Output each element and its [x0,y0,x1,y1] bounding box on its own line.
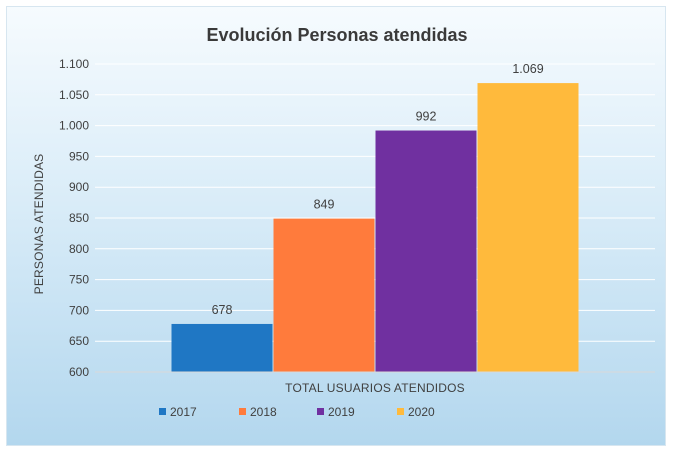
data-labels: 678 849 992 1.069 [212,62,544,317]
bar-2019 [375,130,477,372]
gridlines [95,63,655,342]
y-tick-label: 700 [69,303,89,317]
y-tick-label: 750 [69,273,89,287]
legend-item-2019: 2019 [317,405,355,419]
y-tick-label: 850 [69,211,89,225]
bar-2018 [273,218,375,372]
data-label-2020: 1.069 [512,62,543,76]
bars [171,83,579,372]
legend-swatch [397,408,404,415]
y-axis-ticks: 600 650 700 750 800 850 900 950 1.000 1.050 1.100 [59,57,89,379]
legend-swatch [317,408,324,415]
data-label-2017: 678 [212,303,233,317]
legend-label: 2017 [170,405,197,419]
bar-chart: Evolución Personas atendidas 600 650 700 75… [32,25,655,419]
legend-label: 2018 [250,405,277,419]
legend-swatch [159,408,166,415]
bar-2020 [477,83,579,372]
x-axis-title: TOTAL USUARIOS ATENDIDOS [285,381,465,395]
legend-label: 2020 [408,405,435,419]
y-tick-label: 900 [69,180,89,194]
chart-title: Evolución Personas atendidas [206,25,467,45]
y-tick-label: 600 [69,365,89,379]
y-tick-label: 800 [69,242,89,256]
legend-label: 2019 [328,405,355,419]
y-axis-title: PERSONAS ATENDIDAS [32,154,46,295]
y-tick-label: 650 [69,334,89,348]
legend: 2017 2018 2019 2020 [159,405,435,419]
legend-swatch [239,408,246,415]
legend-item-2020: 2020 [397,405,435,419]
legend-item-2017: 2017 [159,405,197,419]
bar-2017 [171,323,273,372]
y-tick-label: 1.100 [59,57,89,71]
data-label-2018: 849 [314,198,335,212]
data-label-2019: 992 [416,110,437,124]
legend-item-2018: 2018 [239,405,277,419]
y-tick-label: 1.050 [59,88,89,102]
y-tick-label: 1.000 [59,119,89,133]
y-tick-label: 950 [69,149,89,163]
chart-container: Evolución Personas atendidas 600 650 700 75… [6,6,666,446]
